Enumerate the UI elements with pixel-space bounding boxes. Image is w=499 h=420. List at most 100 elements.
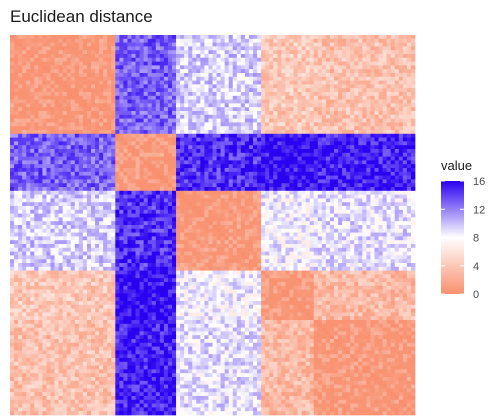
heatmap-cell (374, 160, 379, 165)
heatmap-cell (297, 190, 302, 195)
heatmap-cell (248, 145, 254, 150)
heatmap-cell (386, 69, 392, 74)
heatmap-cell (285, 57, 290, 62)
heatmap-cell (228, 114, 234, 119)
heatmap-cell (131, 118, 136, 123)
heatmap-cell (99, 175, 104, 180)
heatmap-cell (172, 57, 177, 62)
heatmap-cell (334, 156, 339, 161)
heatmap-cell (386, 118, 392, 123)
heatmap-cell (74, 137, 80, 142)
heatmap-cell (10, 65, 15, 70)
heatmap-cell (54, 221, 59, 226)
heatmap-cell (354, 65, 359, 70)
heatmap-cell (350, 145, 355, 150)
heatmap-cell (38, 175, 43, 180)
heatmap-cell (334, 187, 339, 192)
heatmap-cell (147, 61, 153, 66)
heatmap-cell (293, 145, 298, 150)
heatmap-cell (224, 54, 230, 59)
heatmap-cell (119, 80, 124, 85)
heatmap-cell (334, 80, 339, 85)
heatmap-cell (261, 50, 266, 55)
heatmap-cell (354, 61, 359, 66)
heatmap-cell (244, 88, 250, 93)
heatmap-cell (257, 171, 262, 176)
heatmap-cell (115, 179, 120, 184)
heatmap-cell (82, 179, 88, 184)
heatmap-cell (91, 107, 96, 112)
heatmap-cell (362, 111, 367, 116)
heatmap-cell (167, 152, 173, 157)
heatmap-cell (192, 76, 197, 81)
heatmap-cell (50, 175, 55, 180)
heatmap-cell (410, 168, 416, 173)
heatmap-cell (74, 99, 80, 104)
heatmap-cell (86, 160, 92, 165)
heatmap-cell (285, 175, 290, 180)
heatmap-cell (127, 152, 132, 157)
heatmap-cell (143, 187, 149, 192)
heatmap-cell (273, 202, 278, 207)
heatmap-cell (321, 198, 327, 203)
heatmap-cell (26, 57, 31, 62)
heatmap-cell (358, 141, 363, 146)
heatmap-cell (334, 149, 339, 154)
heatmap-cell (107, 137, 112, 142)
heatmap-cell (34, 103, 39, 108)
heatmap-cell (261, 73, 266, 78)
heatmap-cell (410, 61, 416, 66)
heatmap-cell (362, 50, 367, 55)
heatmap-cell (297, 92, 302, 97)
heatmap-cell (325, 73, 331, 78)
heatmap-cell (228, 65, 234, 70)
heatmap-cell (151, 88, 157, 93)
heatmap-cell (301, 217, 306, 222)
heatmap-cell (390, 103, 396, 108)
heatmap-cell (151, 179, 157, 184)
heatmap-cell (382, 160, 387, 165)
heatmap-cell (232, 103, 238, 108)
heatmap-cell (78, 122, 84, 127)
heatmap-cell (103, 206, 108, 211)
heatmap-cell (95, 168, 100, 173)
heatmap-cell (285, 183, 290, 188)
heatmap-cell (147, 103, 153, 108)
heatmap-cell (58, 206, 63, 211)
heatmap-cell (261, 141, 266, 146)
heatmap-cell (66, 69, 72, 74)
heatmap-cell (30, 65, 35, 70)
heatmap-cell (200, 42, 205, 47)
heatmap-cell (123, 61, 128, 66)
heatmap-cell (378, 133, 383, 138)
heatmap-cell (184, 80, 189, 85)
heatmap-cell (22, 187, 27, 192)
heatmap-cell (253, 156, 258, 161)
heatmap-cell (26, 213, 31, 218)
heatmap-cell (366, 160, 371, 165)
heatmap-cell (342, 35, 347, 40)
heatmap-cell (257, 202, 262, 207)
heatmap-cell (38, 156, 43, 161)
heatmap-cell (143, 137, 149, 142)
heatmap-cell (184, 92, 189, 97)
heatmap-cell (123, 190, 128, 195)
heatmap-cell (346, 213, 351, 218)
heatmap-cell (317, 168, 323, 173)
heatmap-cell (86, 80, 92, 85)
heatmap-cell (86, 175, 92, 180)
heatmap-cell (155, 141, 161, 146)
heatmap-cell (244, 65, 250, 70)
heatmap-cell (86, 88, 92, 93)
heatmap-cell (82, 95, 88, 100)
heatmap-cell (159, 149, 165, 154)
heatmap-cell (228, 198, 234, 203)
heatmap-cell (99, 35, 104, 40)
heatmap-cell (180, 152, 185, 157)
heatmap-cell (111, 107, 116, 112)
heatmap-cell (159, 130, 165, 135)
heatmap-cell (305, 213, 311, 218)
heatmap-cell (200, 198, 205, 203)
heatmap-cell (265, 57, 270, 62)
heatmap-cell (293, 221, 298, 226)
